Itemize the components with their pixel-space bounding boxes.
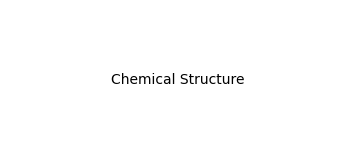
Text: Chemical Structure: Chemical Structure xyxy=(111,74,245,87)
